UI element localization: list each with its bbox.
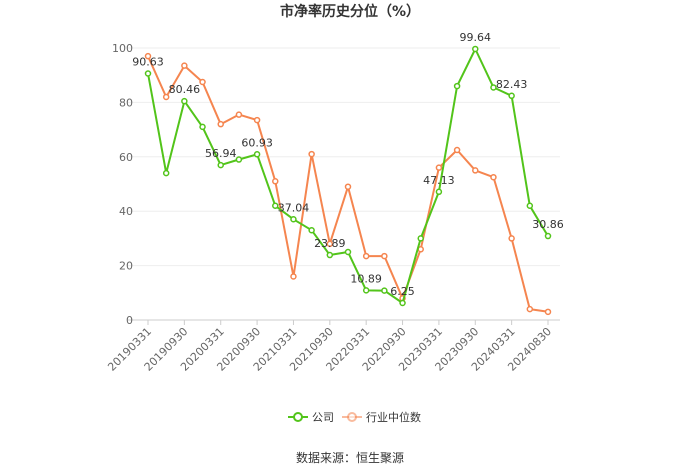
data-point	[235, 156, 243, 163]
x-axis: 2019033120190930202003312020093020210331…	[105, 320, 554, 374]
legend-marker-industry	[347, 412, 357, 422]
grid-lines	[128, 47, 560, 321]
data-label: 10.89	[350, 272, 382, 285]
data-point	[272, 178, 279, 185]
data-point	[453, 146, 461, 154]
data-label: 60.93	[241, 136, 273, 149]
data-point	[326, 251, 334, 259]
data-point	[526, 202, 534, 210]
chart-title: 市净率历史分位（%）	[280, 3, 420, 20]
data-point	[199, 78, 206, 86]
data-point	[526, 305, 534, 313]
data-label: 56.94	[205, 147, 237, 160]
data-point	[399, 299, 406, 307]
data-label: 90.63	[132, 55, 164, 68]
legend-marker-company	[293, 412, 303, 422]
data-source: 数据来源：恒生聚源	[296, 450, 404, 465]
data-point	[344, 248, 352, 256]
data-point	[453, 82, 461, 90]
data-label: 47.13	[423, 174, 455, 187]
data-point	[381, 252, 388, 260]
data-point	[381, 287, 388, 294]
data-point	[253, 151, 261, 158]
legend-label-industry: 行业中位数	[366, 410, 421, 424]
data-point	[181, 97, 188, 105]
data-point	[235, 111, 243, 118]
data-point	[508, 235, 515, 242]
data-label: 37.04	[278, 201, 310, 214]
data-label: 6.25	[390, 285, 415, 298]
data-point	[362, 252, 370, 260]
data-point	[217, 120, 224, 128]
data-point	[308, 226, 315, 234]
data-point	[472, 167, 479, 174]
data-point	[544, 308, 552, 316]
y-tick-label: 40	[119, 205, 133, 218]
data-point	[162, 93, 170, 101]
data-point	[362, 287, 370, 294]
data-point	[326, 240, 334, 248]
data-point	[290, 273, 297, 280]
data-point	[253, 116, 261, 124]
data-point	[544, 232, 552, 240]
legend-label-company: 公司	[312, 411, 334, 424]
series-group	[144, 45, 552, 316]
y-tick-label: 100	[112, 42, 133, 55]
data-label: 30.86	[532, 218, 564, 231]
legend: 公司 行业中位数	[288, 410, 421, 424]
data-point	[435, 188, 443, 196]
data-point	[272, 202, 279, 210]
data-point	[290, 216, 297, 223]
data-point	[508, 92, 515, 100]
data-point	[308, 150, 315, 158]
data-point	[490, 84, 497, 91]
y-axis: 0 20 40 60 80 100	[112, 42, 133, 327]
y-tick-label: 20	[119, 260, 133, 273]
data-point	[144, 70, 152, 77]
y-tick-label: 60	[119, 151, 133, 164]
data-point	[217, 161, 224, 169]
data-label: 23.89	[314, 237, 346, 250]
data-point	[162, 169, 170, 177]
data-point	[181, 62, 188, 69]
y-tick-label: 0	[126, 314, 133, 327]
data-point	[490, 173, 497, 181]
data-labels: 90.63 80.46 56.94 60.93 37.04 23.89 10.89 6.25 4…	[132, 31, 564, 298]
data-point	[417, 235, 424, 242]
data-point	[199, 123, 206, 131]
data-label: 80.46	[169, 83, 201, 96]
data-point	[144, 52, 152, 60]
data-label: 99.64	[460, 31, 492, 44]
data-point	[472, 45, 479, 53]
y-tick-label: 80	[119, 96, 133, 109]
data-point	[344, 183, 352, 190]
data-point	[435, 164, 443, 171]
data-label: 82.43	[496, 78, 528, 91]
